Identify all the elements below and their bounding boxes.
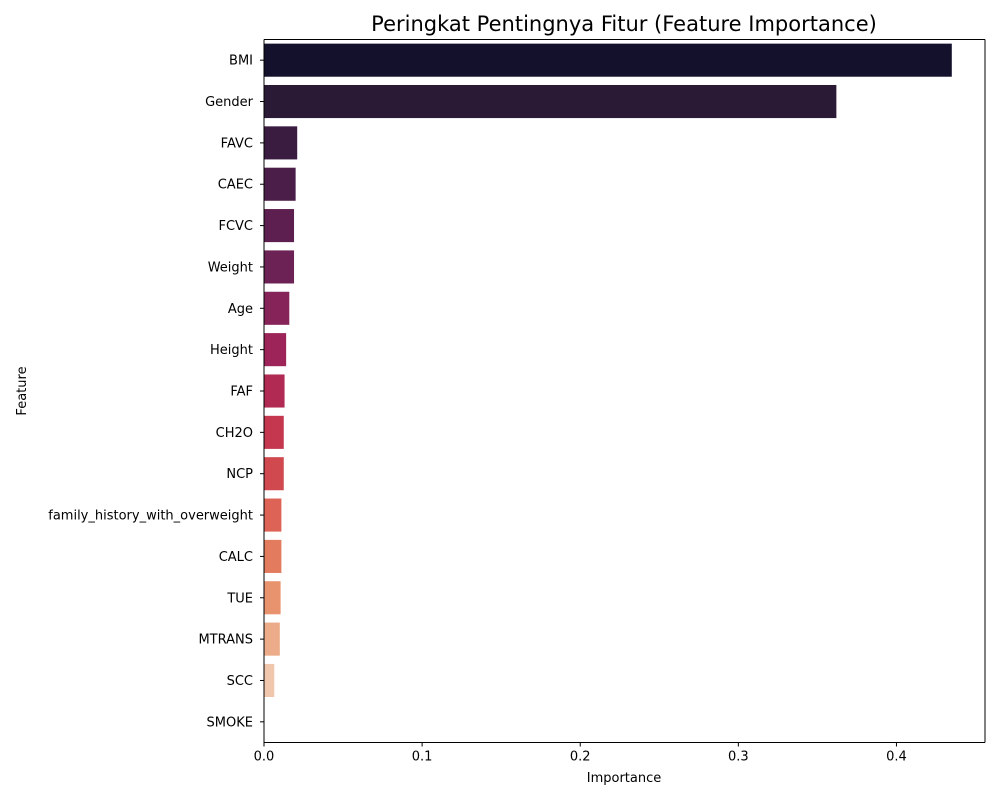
bar-SCC [264, 664, 274, 697]
bar-Height [264, 333, 286, 366]
y-tick-label: Height [210, 343, 253, 358]
bars-group [264, 44, 952, 739]
y-tick-label: SMOKE [207, 715, 253, 730]
bar-NCP [264, 457, 284, 490]
x-tick-label: 0.2 [570, 750, 591, 765]
y-tick-label: FAVC [221, 136, 253, 151]
y-tick-label: FCVC [218, 219, 253, 234]
y-tick-label: BMI [229, 54, 253, 69]
bar-BMI [264, 44, 952, 77]
y-tick-label: Gender [205, 95, 254, 110]
x-tick-label: 0.3 [728, 750, 749, 765]
bar-CAEC [264, 168, 296, 201]
y-tick-label: MTRANS [198, 633, 253, 648]
bar-FCVC [264, 209, 294, 242]
bar-MTRANS [264, 623, 280, 656]
y-tick-label: CALC [219, 550, 253, 565]
y-tick-label: family_history_with_overweight [48, 509, 253, 524]
y-tick-label: FAF [230, 385, 253, 400]
chart-title: Peringkat Pentingnya Fitur (Feature Impo… [371, 12, 877, 36]
y-tick-label: TUE [226, 591, 253, 606]
bar-Age [264, 292, 289, 325]
y-tick-label: CH2O [216, 426, 253, 441]
x-tick-label: 0.0 [254, 750, 275, 765]
x-tick-label: 0.4 [886, 750, 907, 765]
y-tick-label: SCC [227, 674, 253, 689]
y-tick-labels: BMI Gender FAVC CAEC FCVC Weight Age Height FAF C… [48, 54, 264, 731]
y-tick-label: NCP [226, 467, 253, 482]
bar-family_history_with_overweight [264, 499, 281, 532]
bar-CALC [264, 540, 281, 573]
y-tick-label: CAEC [218, 178, 253, 193]
bar-CH2O [264, 416, 284, 449]
x-axis-label: Importance [587, 771, 662, 786]
bar-Gender [264, 85, 836, 118]
y-tick-label: Weight [208, 260, 253, 275]
y-tick-label: Age [228, 302, 253, 317]
bar-FAF [264, 374, 285, 407]
bar-FAVC [264, 126, 297, 159]
bar-TUE [264, 581, 281, 614]
bar-Weight [264, 250, 294, 283]
y-axis-label: Feature [15, 366, 30, 415]
x-ticks: 0.0 0.1 0.2 0.3 0.4 [254, 743, 907, 765]
x-tick-label: 0.1 [412, 750, 433, 765]
